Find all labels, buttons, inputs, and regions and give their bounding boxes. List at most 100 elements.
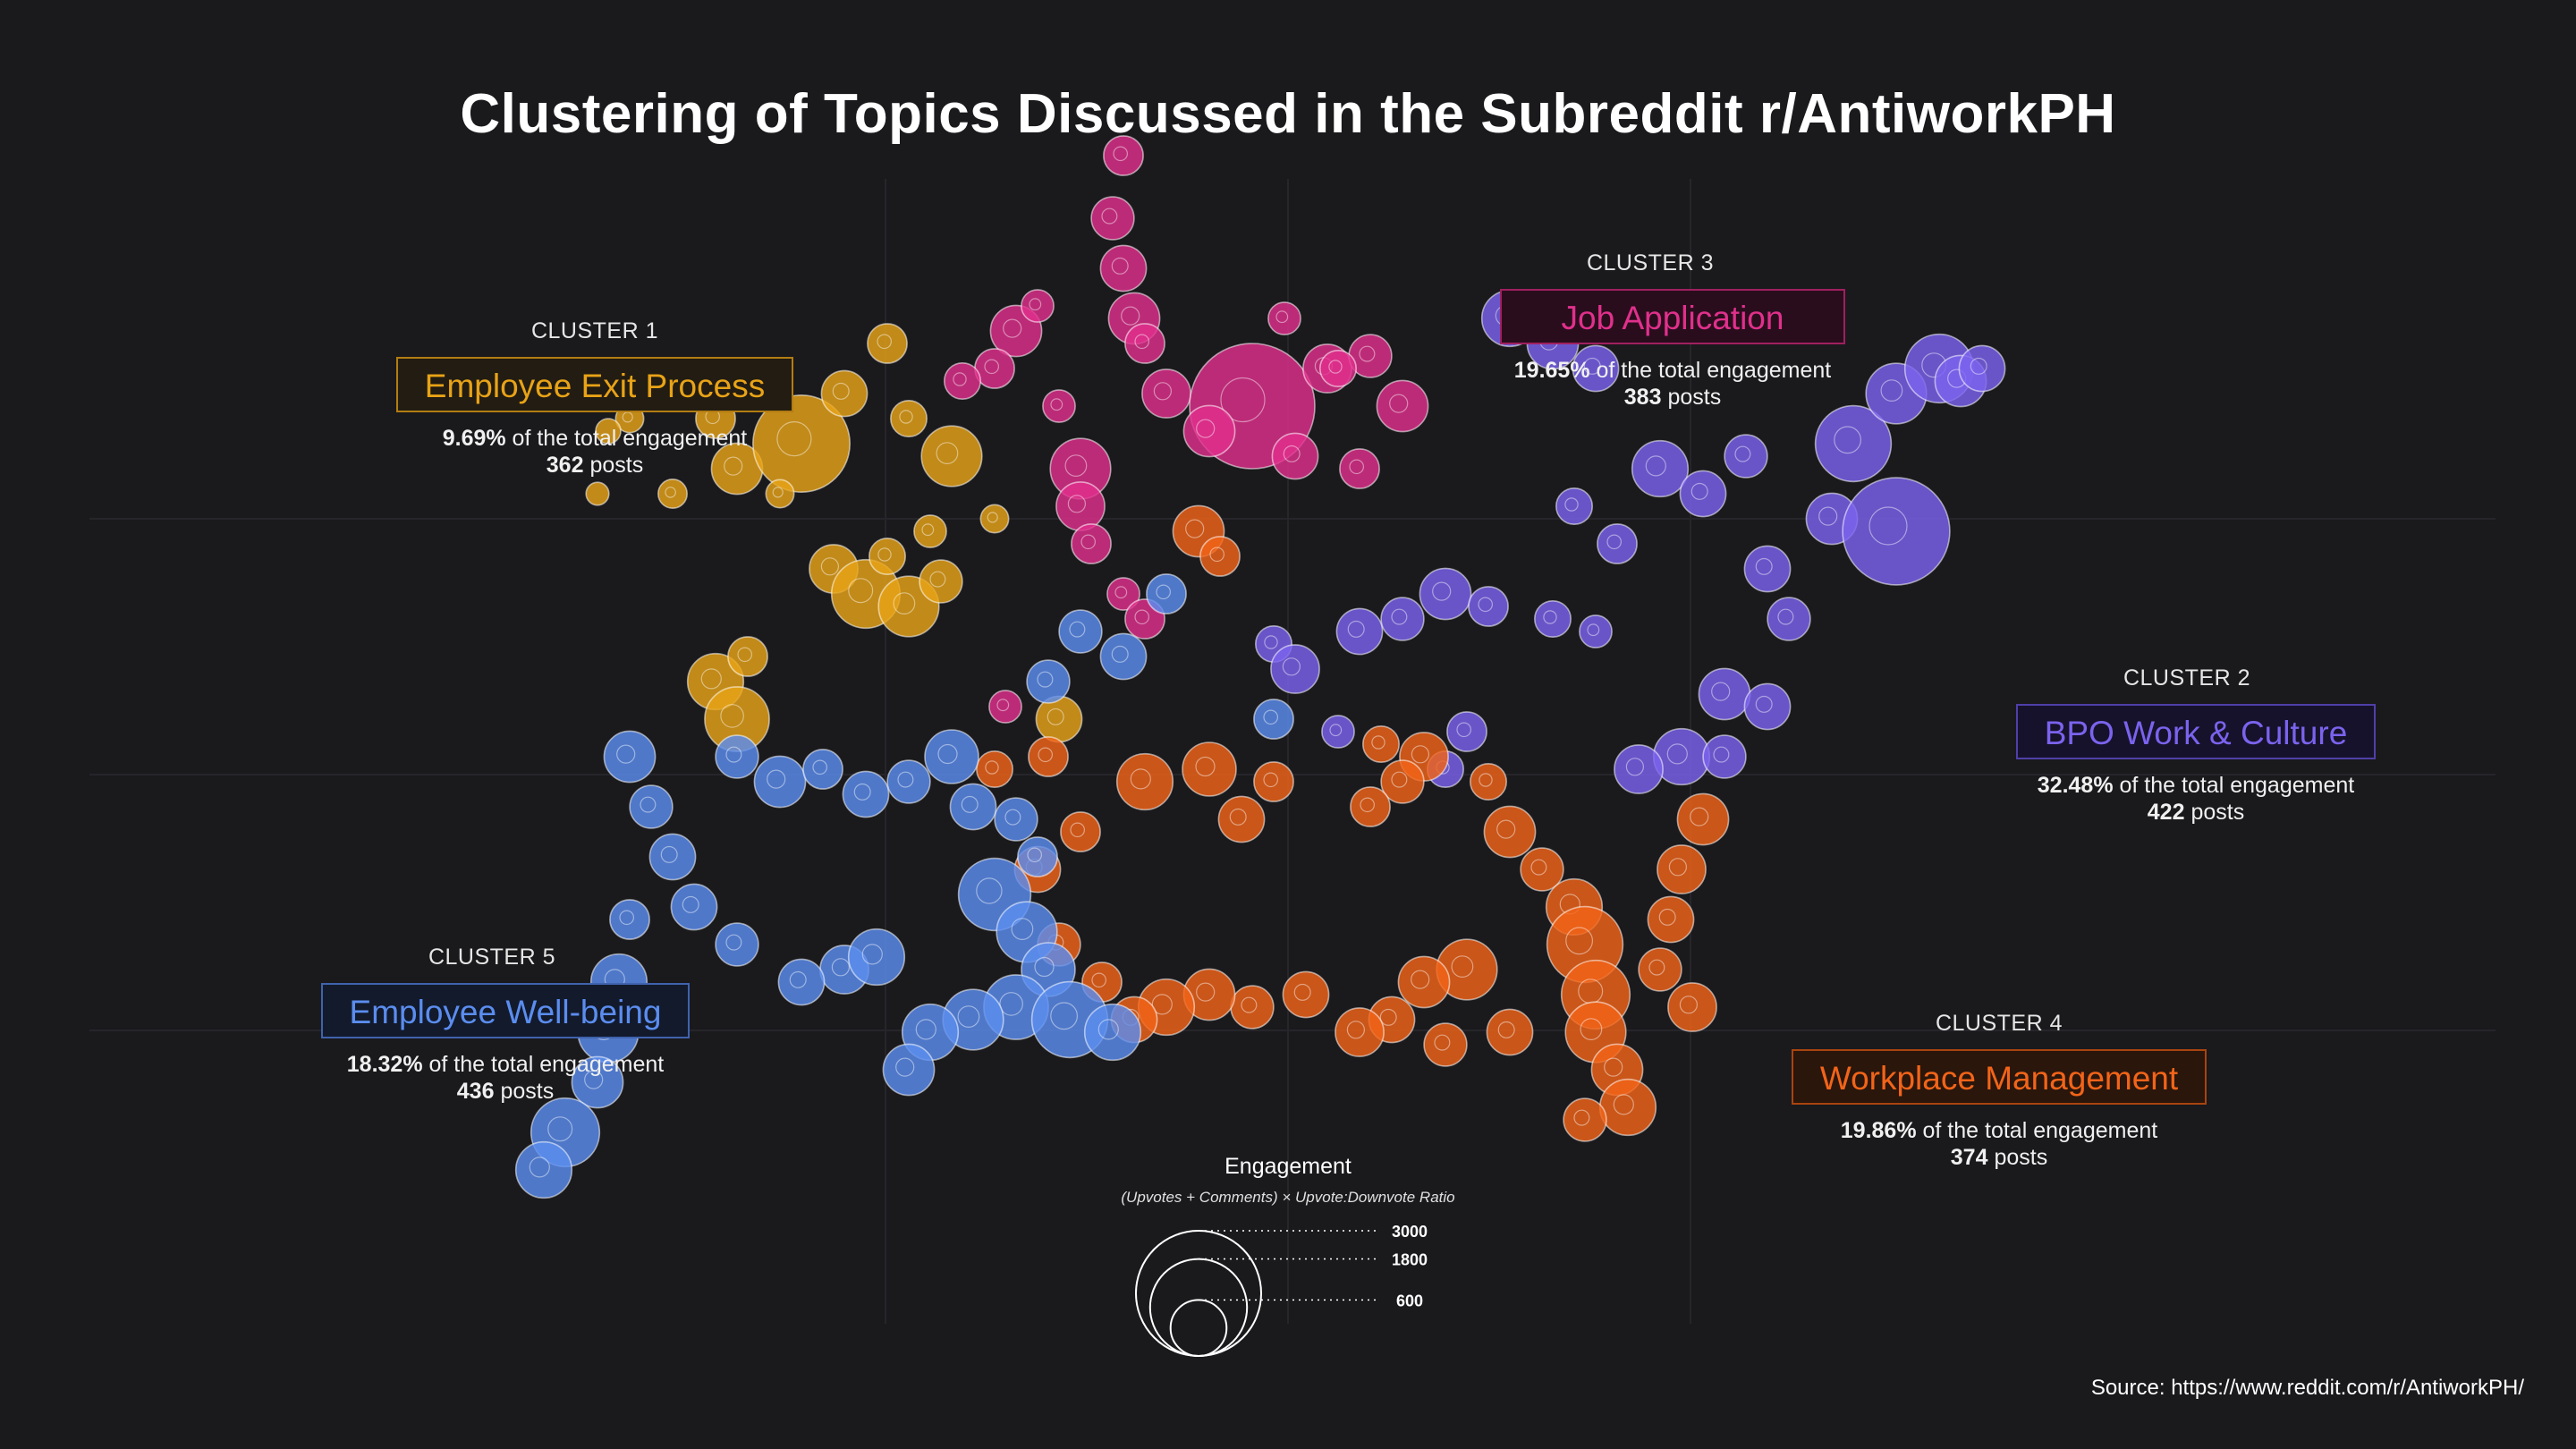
bubble-highlight (1349, 459, 1364, 475)
bubble-cluster-5 (777, 958, 826, 1006)
bubble-cluster-4 (1563, 1097, 1607, 1142)
bubble-highlight (1283, 445, 1301, 462)
bubble-cluster-3 (1090, 196, 1135, 241)
bubble-highlight (1604, 1057, 1623, 1077)
bubble-cluster-2 (1597, 523, 1638, 564)
bubble-cluster-1 (820, 369, 869, 418)
bubble-highlight (1679, 996, 1699, 1014)
cluster-5-stats: 18.32% of the total engagement 436 posts (295, 1051, 716, 1105)
bubble-cluster-1 (595, 418, 622, 445)
bubble-cluster-4 (1060, 811, 1101, 852)
bubble-highlight (1648, 959, 1665, 976)
bubble-cluster-1 (1035, 695, 1083, 743)
bubble-highlight (848, 578, 874, 604)
bubble-cluster-5 (882, 1043, 936, 1097)
bubble-cluster-5 (886, 759, 931, 804)
bubble-cluster-4 (1115, 752, 1174, 811)
bubble-highlight (1587, 623, 1600, 637)
bubble-highlight (1029, 298, 1042, 311)
bubble-highlight (1606, 534, 1622, 550)
cluster-5-posts: 436 (456, 1079, 495, 1104)
bubble-highlight (1196, 982, 1216, 1002)
legend-label-3000: 3000 (1392, 1223, 1428, 1241)
bubble-highlight (1185, 519, 1205, 538)
bubble-highlight (1666, 743, 1688, 765)
bubble-cluster-3 (1099, 244, 1148, 292)
bubble-cluster-4 (1657, 844, 1707, 894)
cluster-4-pct: 19.86% (1840, 1118, 1917, 1143)
bubble-highlight (1818, 506, 1838, 526)
bubble-cluster-3 (1103, 135, 1144, 176)
bubble-highlight (1371, 735, 1385, 750)
bubble-cluster-2 (1724, 434, 1768, 479)
bubble-highlight (616, 744, 636, 764)
bubble-highlight (1121, 306, 1140, 326)
bubble-cluster-4 (1182, 741, 1237, 797)
cluster-3-posts-suffix: posts (1661, 385, 1722, 410)
bubble-highlight (547, 1116, 573, 1142)
bubble-highlight (1970, 357, 1987, 375)
legend-circle-3000 (1135, 1230, 1262, 1357)
bubble-cluster-1 (979, 504, 1010, 534)
bubble-highlight (700, 668, 722, 690)
bubble-highlight (1868, 506, 1908, 546)
bubble-cluster-5 (715, 734, 759, 779)
bubble-highlight (1328, 360, 1343, 374)
bubble-highlight (725, 934, 742, 951)
bubble-cluster-5 (715, 922, 759, 967)
bubble-highlight (820, 557, 840, 576)
bubble-cluster-2 (1679, 470, 1727, 518)
bubble-highlight (724, 456, 743, 476)
bubble-cluster-4 (1282, 970, 1330, 1019)
bubble-highlight (899, 410, 913, 424)
bubble-cluster-2 (1842, 477, 1951, 586)
bubble-highlight (789, 970, 807, 988)
bubble-highlight (1004, 809, 1021, 826)
cluster-4-stats: 19.86% of the total engagement 374 posts (1775, 1117, 2223, 1171)
bubble-highlight (1263, 772, 1278, 788)
bubble-cluster-5 (1026, 659, 1071, 704)
bubble-highlight (1130, 768, 1151, 790)
bubble-highlight (1755, 695, 1773, 713)
bubble-cluster-3 (1182, 404, 1236, 458)
bubble-cluster-3 (1042, 389, 1076, 423)
cluster-5-pct: 18.32% (346, 1052, 423, 1077)
bubble-highlight (1530, 859, 1547, 876)
bubble-highlight (984, 359, 999, 375)
bubble-cluster-2 (1468, 586, 1509, 627)
bubble-highlight (737, 647, 752, 663)
bubble-layer (514, 135, 2006, 1199)
bubble-highlight (1625, 758, 1645, 776)
bubble-highlight (987, 512, 998, 523)
bubble-cluster-1 (727, 636, 768, 677)
bubble-cluster-2 (1555, 487, 1594, 525)
cluster-3-name-box: Job Application (1500, 289, 1845, 344)
cluster-3-posts: 383 (1623, 385, 1662, 410)
cluster-1-annotation: CLUSTER 1 Employee Exit Process 9.69% of… (385, 318, 805, 479)
bubble-cluster-4 (1397, 955, 1451, 1009)
bubble-cluster-4 (1486, 1008, 1534, 1056)
bubble-highlight (1069, 621, 1086, 638)
bubble-highlight (660, 845, 678, 863)
bubble-highlight (936, 442, 959, 465)
cluster-1-posts-suffix: posts (583, 453, 644, 478)
bubble-highlight (915, 1019, 936, 1040)
bubble-cluster-2 (1814, 404, 1893, 483)
bubble-highlight (1432, 581, 1452, 601)
bubble-highlight (1263, 709, 1278, 725)
bubble-cluster-4 (976, 750, 1014, 788)
bubble-cluster-3 (1319, 349, 1358, 387)
cluster-5-pct-suffix: of the total engagement (422, 1052, 665, 1077)
bubble-highlight (682, 895, 699, 913)
bubble-cluster-2 (1702, 734, 1747, 779)
bubble-cluster-5 (994, 797, 1038, 842)
bubble-highlight (1050, 1002, 1078, 1030)
bubble-cluster-4 (1362, 724, 1401, 763)
bubble-cluster-2 (1270, 644, 1320, 694)
bubble-cluster-4 (1335, 1007, 1385, 1057)
bubble-highlight (1003, 318, 1022, 338)
bubble-cluster-1 (919, 559, 963, 604)
bubble-cluster-5 (1058, 609, 1103, 654)
bubble-highlight (877, 334, 892, 350)
bubble-cluster-2 (1419, 567, 1472, 621)
